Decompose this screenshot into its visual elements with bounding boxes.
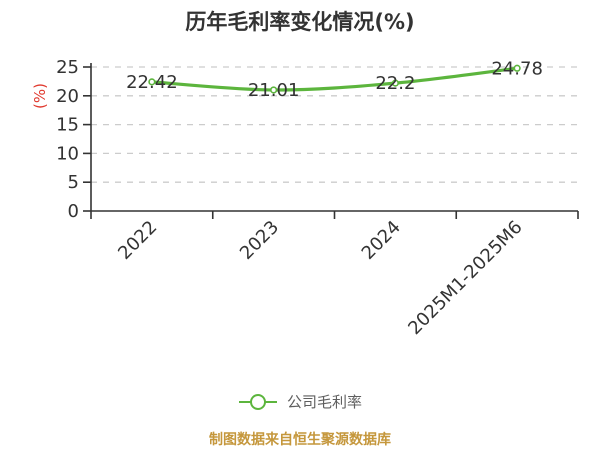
- data-point-marker: [270, 86, 278, 94]
- data-point-label: 22.42: [126, 72, 178, 93]
- y-tick-label: 20: [56, 86, 79, 107]
- y-tick-label: 5: [68, 172, 79, 193]
- y-tick-label: 10: [56, 143, 79, 164]
- x-tick-label: 2025M1-2025M6: [404, 217, 526, 339]
- legend: 公司毛利率: [0, 391, 600, 412]
- data-point-label: 21.01: [248, 80, 300, 101]
- x-tick-label: 2022: [114, 217, 161, 264]
- data-point-marker: [148, 78, 156, 86]
- series-line: [150, 66, 519, 92]
- data-point-marker: [391, 79, 399, 87]
- legend-marker-circle: [249, 393, 266, 410]
- line-chart-canvas: 0 5 10 15 20 25 2022 2023 2024 2025M1-2025M6 (%) 22…: [31, 57, 579, 339]
- y-tick-label: 15: [56, 115, 79, 136]
- data-point-label: 22.2: [375, 73, 415, 94]
- x-tick-label: 2024: [358, 217, 405, 264]
- y-tick-label: 0: [68, 201, 79, 222]
- y-axis-unit-label: (%): [31, 83, 49, 109]
- chart-title: 历年毛利率变化情况(%): [185, 10, 415, 34]
- data-point-marker: [513, 64, 521, 72]
- legend-label: 公司毛利率: [286, 393, 362, 411]
- y-tick-label: 25: [56, 57, 79, 78]
- data-source-note: 制图数据来自恒生聚源数据库: [209, 432, 391, 448]
- x-tick-label: 2023: [236, 217, 283, 264]
- legend-line-marker-icon: [238, 393, 277, 410]
- data-point-label: 24.78: [491, 58, 543, 79]
